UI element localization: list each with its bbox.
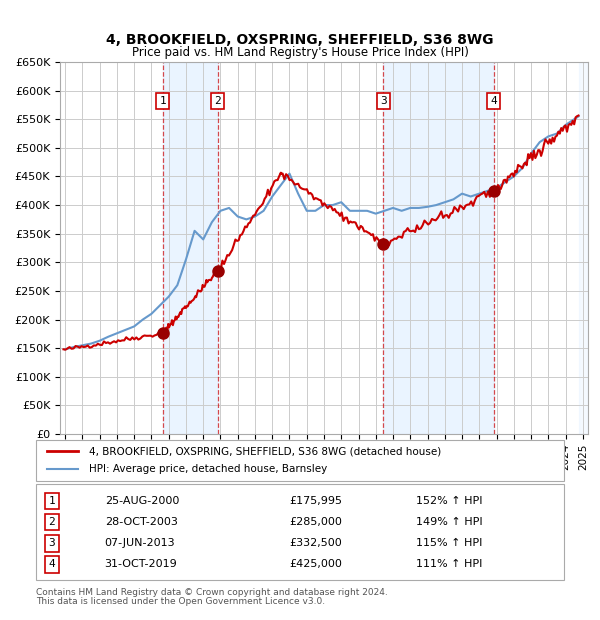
Text: This data is licensed under the Open Government Licence v3.0.: This data is licensed under the Open Gov… xyxy=(36,597,325,606)
Bar xyxy=(383,62,494,434)
Text: 2: 2 xyxy=(214,96,221,106)
Text: £175,995: £175,995 xyxy=(289,496,343,506)
Text: Price paid vs. HM Land Registry's House Price Index (HPI): Price paid vs. HM Land Registry's House … xyxy=(131,46,469,59)
Bar xyxy=(163,62,218,434)
Text: £332,500: £332,500 xyxy=(289,538,342,548)
Text: £285,000: £285,000 xyxy=(289,517,343,527)
Text: 25-AUG-2000: 25-AUG-2000 xyxy=(104,496,179,506)
Text: 4: 4 xyxy=(49,559,55,569)
Text: £425,000: £425,000 xyxy=(289,559,343,569)
Text: 2: 2 xyxy=(49,517,55,527)
Text: HPI: Average price, detached house, Barnsley: HPI: Average price, detached house, Barn… xyxy=(89,464,327,474)
Text: 149% ↑ HPI: 149% ↑ HPI xyxy=(416,517,483,527)
Text: 152% ↑ HPI: 152% ↑ HPI xyxy=(416,496,482,506)
Text: 4, BROOKFIELD, OXSPRING, SHEFFIELD, S36 8WG (detached house): 4, BROOKFIELD, OXSPRING, SHEFFIELD, S36 … xyxy=(89,446,441,456)
Bar xyxy=(578,62,588,434)
Text: 3: 3 xyxy=(380,96,387,106)
Text: 4: 4 xyxy=(490,96,497,106)
Text: 1: 1 xyxy=(49,496,55,506)
Text: 28-OCT-2003: 28-OCT-2003 xyxy=(104,517,178,527)
Text: 1: 1 xyxy=(159,96,166,106)
FancyBboxPatch shape xyxy=(36,484,564,580)
Text: 07-JUN-2013: 07-JUN-2013 xyxy=(104,538,175,548)
Text: 3: 3 xyxy=(49,538,55,548)
FancyBboxPatch shape xyxy=(36,440,564,480)
Text: 4, BROOKFIELD, OXSPRING, SHEFFIELD, S36 8WG: 4, BROOKFIELD, OXSPRING, SHEFFIELD, S36 … xyxy=(106,33,494,47)
Text: 111% ↑ HPI: 111% ↑ HPI xyxy=(416,559,482,569)
Text: 31-OCT-2019: 31-OCT-2019 xyxy=(104,559,178,569)
Text: 115% ↑ HPI: 115% ↑ HPI xyxy=(416,538,482,548)
Text: Contains HM Land Registry data © Crown copyright and database right 2024.: Contains HM Land Registry data © Crown c… xyxy=(36,588,388,596)
